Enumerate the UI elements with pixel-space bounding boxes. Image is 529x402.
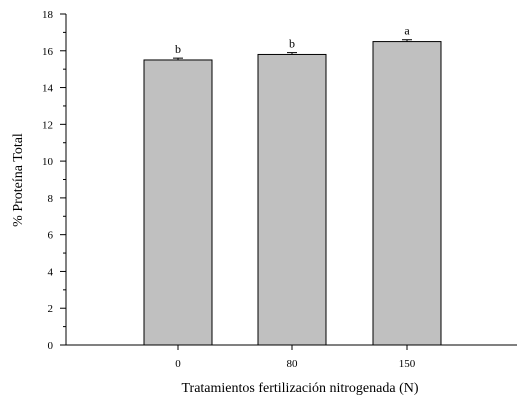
x-tick-label-1: 80 <box>287 358 299 370</box>
bars-layer: b b a <box>143 24 442 346</box>
y-tick-label-9: 18 <box>42 9 54 21</box>
x-tick-label-0: 0 <box>175 358 181 370</box>
x-tick-label-2: 150 <box>399 358 416 370</box>
bar-0 <box>143 59 213 346</box>
axes-layer: 0 80 150 0 2 4 6 8 10 12 14 16 18 <box>42 9 517 370</box>
significance-label-2: a <box>404 24 410 38</box>
x-axis-title: Tratamientos fertilización nitrogenada (… <box>181 381 418 396</box>
y-tick-label-3: 6 <box>48 230 54 242</box>
y-tick-label-6: 12 <box>42 119 53 131</box>
significance-label-0: b <box>175 42 181 56</box>
y-tick-label-2: 4 <box>48 266 54 278</box>
y-axis-title: % Proteína Total <box>11 133 26 227</box>
y-tick-label-1: 2 <box>48 303 54 315</box>
bar-1 <box>257 53 327 346</box>
y-tick-label-0: 0 <box>48 340 54 352</box>
y-tick-label-8: 16 <box>42 46 54 58</box>
y-tick-label-5: 10 <box>42 156 54 168</box>
y-tick-label-4: 8 <box>48 193 54 205</box>
significance-label-1: b <box>289 37 295 51</box>
bar-2 <box>372 41 442 346</box>
y-tick-label-7: 14 <box>42 83 54 95</box>
